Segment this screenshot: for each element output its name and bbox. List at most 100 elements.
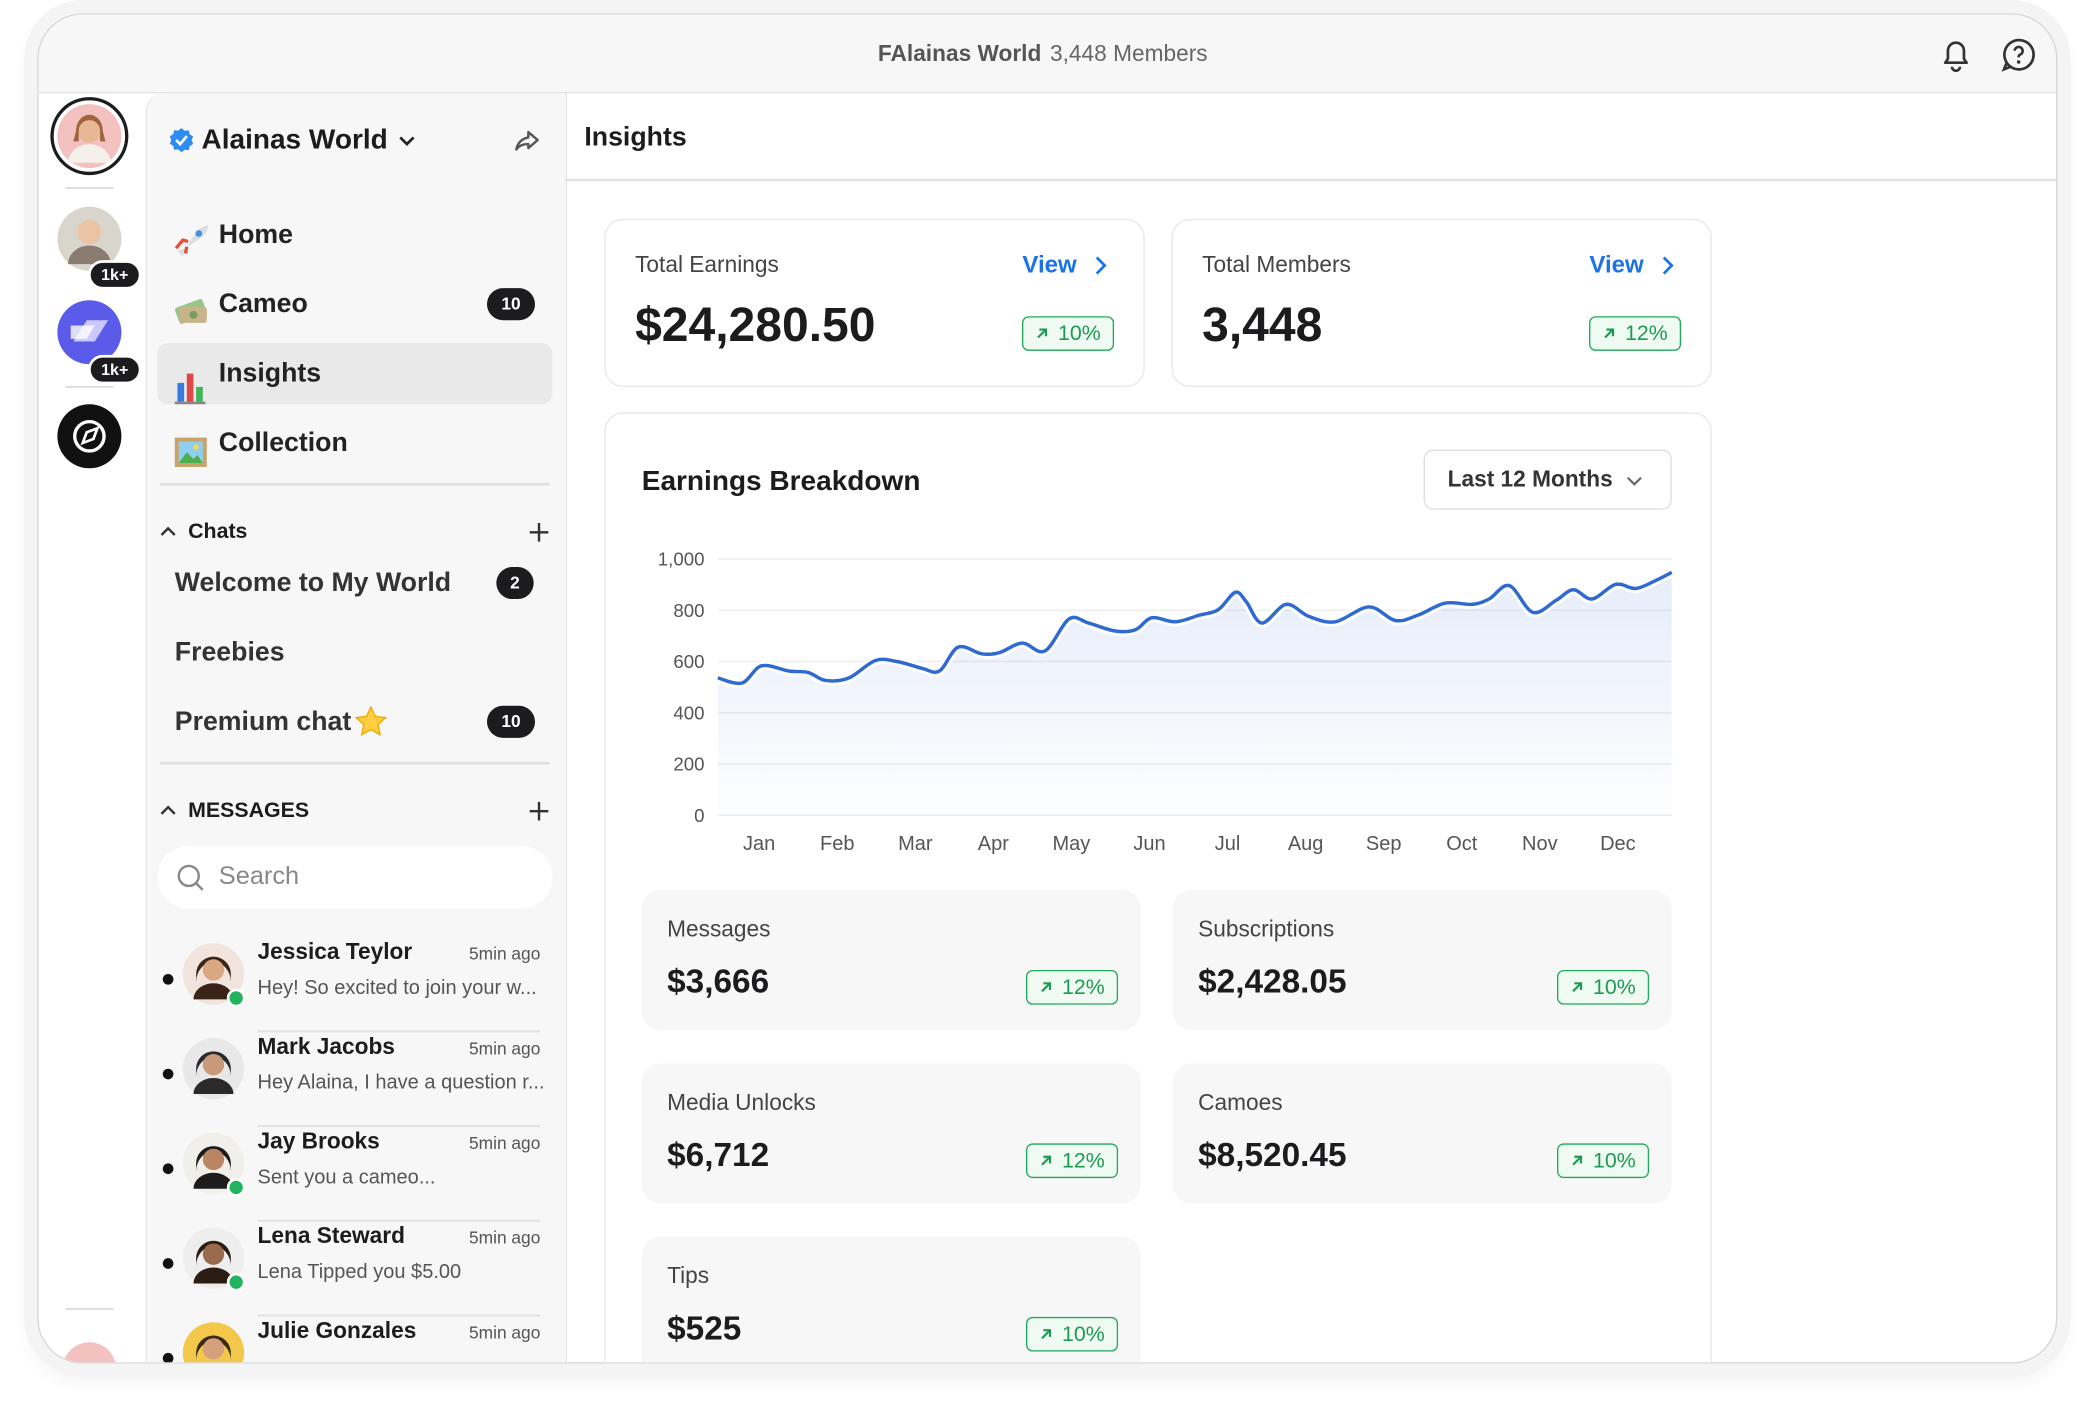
- unread-dot: [162, 1068, 174, 1080]
- card-value: $525: [667, 1310, 742, 1348]
- x-tick-label: Apr: [978, 833, 1009, 855]
- divider: [160, 761, 550, 764]
- stat-value: $24,280.50: [635, 296, 876, 352]
- avatar-body: [193, 983, 234, 1000]
- message-time: 5min ago: [468, 1322, 541, 1343]
- stat-card: [604, 218, 1145, 387]
- sender-name[interactable]: Jay Brooks: [257, 1128, 380, 1154]
- nav-badge: 10: [486, 288, 536, 321]
- add-message[interactable]: [528, 801, 549, 822]
- message-time: 5min ago: [468, 1038, 541, 1059]
- world-title[interactable]: Alainas World: [201, 124, 388, 156]
- chat-item[interactable]: Welcome to My World: [174, 568, 452, 598]
- sender-name[interactable]: Mark Jacobs: [257, 1033, 395, 1060]
- add-chat[interactable]: [528, 522, 549, 543]
- area: [717, 572, 1672, 816]
- avatar-hair: [196, 1146, 231, 1172]
- change-badge: 10%: [1557, 969, 1650, 1005]
- breakdown-card: [1172, 889, 1672, 1031]
- card-value: $2,428.05: [1198, 963, 1347, 1001]
- sender-name[interactable]: Lena Steward: [257, 1223, 405, 1249]
- up-arrow: [1041, 982, 1052, 993]
- stat-card: [1171, 218, 1712, 387]
- change-badge: 10%: [1557, 1143, 1650, 1179]
- view-chevron[interactable]: [1657, 255, 1678, 283]
- avatar-body: [193, 1078, 234, 1095]
- sender-name[interactable]: Julie Gonzales: [257, 1317, 417, 1344]
- card-label: Subscriptions: [1198, 916, 1335, 942]
- line: [717, 570, 1673, 686]
- rail-badge: 1k+: [88, 260, 142, 290]
- message-time: 5min ago: [468, 1227, 541, 1248]
- up-arrow: [1604, 328, 1615, 339]
- chevron-icon: [1662, 256, 1674, 275]
- chevron: [1626, 476, 1642, 486]
- y-tick-label: 600: [673, 651, 704, 672]
- x-tick-label: Oct: [1446, 833, 1478, 855]
- view-link[interactable]: View: [1589, 251, 1644, 278]
- view-chevron[interactable]: [1090, 255, 1111, 283]
- unread-dot: [162, 973, 174, 985]
- bell-icon[interactable]: [1937, 36, 1974, 73]
- x-tick-label: Jan: [743, 833, 775, 855]
- card-label: Tips: [667, 1263, 710, 1289]
- breakdown-card: [1172, 1063, 1672, 1204]
- chat-badge: 2: [496, 567, 534, 600]
- divider: [565, 178, 2057, 181]
- avatar-face: [202, 1148, 225, 1171]
- chevron[interactable]: [396, 129, 417, 150]
- chat-badge: 10: [486, 705, 536, 738]
- x-tick-label: Feb: [820, 833, 854, 855]
- x-tick-label: May: [1053, 833, 1091, 855]
- y-tick-label: 200: [673, 754, 704, 775]
- card-value: $8,520.45: [1198, 1136, 1347, 1175]
- sender-name[interactable]: Jessica Teylor: [257, 939, 413, 965]
- nav-item[interactable]: Collection: [218, 428, 348, 458]
- chat-item[interactable]: Freebies: [174, 637, 285, 668]
- search-placeholder: Search: [218, 862, 300, 891]
- message-preview: Lena Tipped you $5.00: [257, 1260, 462, 1284]
- nav-item[interactable]: Cameo: [218, 289, 308, 319]
- card-value: $3,666: [667, 963, 770, 1001]
- avatar-hair: [196, 956, 231, 982]
- avatar-face: [202, 1338, 225, 1360]
- card-label: Media Unlocks: [667, 1089, 816, 1116]
- avatar-face: [202, 959, 225, 981]
- avatar-hair: [196, 1335, 231, 1361]
- y-tick-label: 800: [673, 600, 704, 621]
- verified-icon: [169, 128, 194, 153]
- card-value: $6,712: [667, 1136, 770, 1175]
- caret[interactable]: [159, 523, 178, 542]
- avatar-body: [193, 1172, 234, 1189]
- x-tick-label: Nov: [1522, 833, 1558, 855]
- nav-item[interactable]: Home: [218, 220, 293, 250]
- top-bar: [38, 14, 2057, 94]
- up-arrow: [1572, 982, 1583, 993]
- online-dot: [226, 1272, 246, 1292]
- nav-item[interactable]: Insights: [218, 358, 322, 389]
- breakdown-card: [641, 889, 1141, 1031]
- caret[interactable]: [159, 802, 178, 821]
- online-dot: [226, 1178, 246, 1197]
- chat-item[interactable]: Premium chat: [174, 707, 352, 737]
- change-badge: 12%: [1589, 316, 1682, 351]
- chart-title: Earnings Breakdown: [641, 466, 921, 497]
- avatar-body: [193, 1267, 234, 1284]
- message-preview: Hey! So excited to join your w...: [257, 976, 537, 1000]
- rail-icons: [50, 97, 129, 1363]
- x-tick-label: Jul: [1215, 833, 1241, 855]
- divider: [160, 482, 550, 485]
- view-link[interactable]: View: [1022, 251, 1077, 278]
- avatar-face: [202, 1054, 225, 1076]
- y-tick-label: 1,000: [658, 549, 705, 570]
- share-icon[interactable]: [514, 127, 541, 154]
- help-icon[interactable]: [2000, 36, 2037, 73]
- up-arrow: [1041, 1329, 1052, 1339]
- avatar-body: [193, 1362, 233, 1363]
- search-box[interactable]: [157, 845, 553, 909]
- chart: 0 200 400 600 800 1,000 Jan Feb Mar Apr May Jun Jul A…: [658, 549, 1674, 855]
- change-badge: 12%: [1025, 969, 1119, 1005]
- up-arrow: [1041, 1155, 1052, 1166]
- x-tick-label: Mar: [898, 833, 933, 855]
